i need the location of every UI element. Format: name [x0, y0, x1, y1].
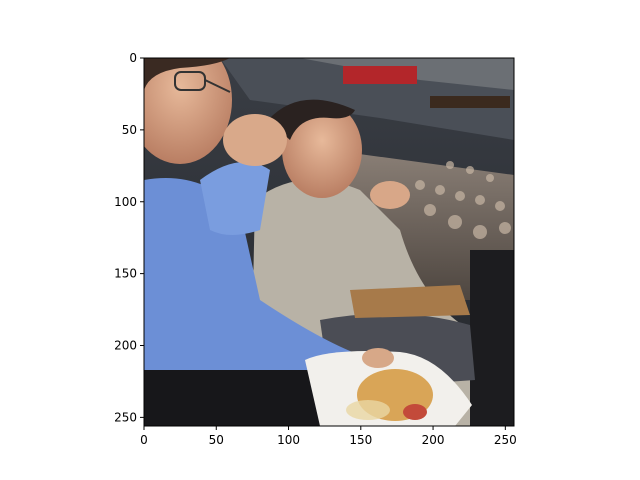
x-tick-label: 50: [209, 433, 224, 447]
woman-head: [144, 58, 232, 164]
y-tick-label: 0: [129, 51, 137, 65]
x-tick-label: 150: [349, 433, 372, 447]
crowd-heads: [415, 161, 511, 239]
woman-hair: [144, 58, 230, 90]
man-hair: [268, 99, 355, 140]
x-tick-label: 200: [422, 433, 445, 447]
scoreboard-sign: [343, 66, 417, 84]
x-tick-label: 100: [277, 433, 300, 447]
food-box: [350, 285, 470, 318]
y-tick-label: 150: [114, 267, 137, 281]
y-tick-label: 250: [114, 410, 137, 424]
right-spectator: [470, 250, 514, 426]
y-tick-label: 200: [114, 339, 137, 353]
man-hand: [370, 181, 410, 209]
man-head: [282, 102, 362, 198]
woman-hand: [223, 114, 287, 166]
woman-fingers: [362, 348, 394, 368]
ketchup: [403, 404, 427, 420]
y-tick-label: 50: [122, 123, 137, 137]
axes-frame: [143, 57, 515, 427]
x-axis-ticks: 0 50 100 150 200 250: [140, 426, 517, 447]
x-tick-label: 0: [140, 433, 148, 447]
woman-arm: [200, 162, 270, 235]
y-axis-ticks: 0 50 100 150 200 250: [114, 51, 144, 424]
y-tick-label: 100: [114, 195, 137, 209]
photo-image: [144, 58, 514, 426]
woman-sweater: [144, 178, 360, 382]
ribbon-board: [430, 96, 510, 108]
x-tick-label: 250: [494, 433, 517, 447]
